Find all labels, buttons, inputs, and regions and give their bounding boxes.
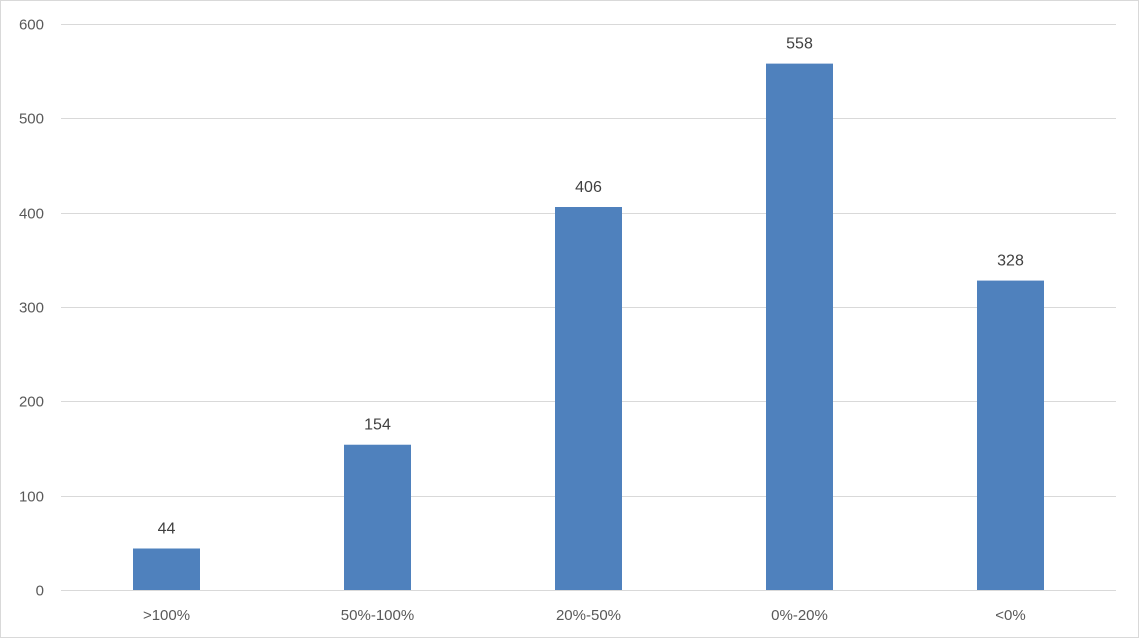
y-tick-label: 600 — [19, 17, 44, 34]
bar-4 — [977, 280, 1044, 590]
y-axis-ticks: 0 100 200 300 400 500 600 — [19, 17, 44, 600]
bar-2 — [555, 207, 622, 591]
bar-0 — [133, 548, 200, 590]
x-tick-label: 0%-20% — [771, 607, 828, 624]
x-tick-label: >100% — [143, 607, 190, 624]
y-tick-label: 500 — [19, 111, 44, 128]
data-label: 558 — [786, 36, 813, 53]
data-label: 154 — [364, 417, 391, 434]
data-label: 328 — [997, 253, 1024, 270]
y-tick-label: 400 — [19, 206, 44, 223]
x-tick-label: 20%-50% — [556, 607, 621, 624]
bar-1 — [344, 444, 411, 590]
y-tick-label: 0 — [36, 583, 44, 600]
bar-3 — [766, 63, 833, 591]
data-label: 44 — [158, 520, 176, 537]
y-tick-label: 100 — [19, 489, 44, 506]
x-axis-ticks: >100% 50%-100% 20%-50% 0%-20% <0% — [143, 607, 1026, 624]
data-labels: 44 154 406 558 328 — [158, 36, 1024, 538]
y-tick-label: 300 — [19, 300, 44, 317]
y-tick-label: 200 — [19, 394, 44, 411]
x-tick-label: 50%-100% — [341, 607, 414, 624]
x-tick-label: <0% — [995, 607, 1025, 624]
bars — [133, 63, 1044, 591]
data-label: 406 — [575, 179, 602, 196]
